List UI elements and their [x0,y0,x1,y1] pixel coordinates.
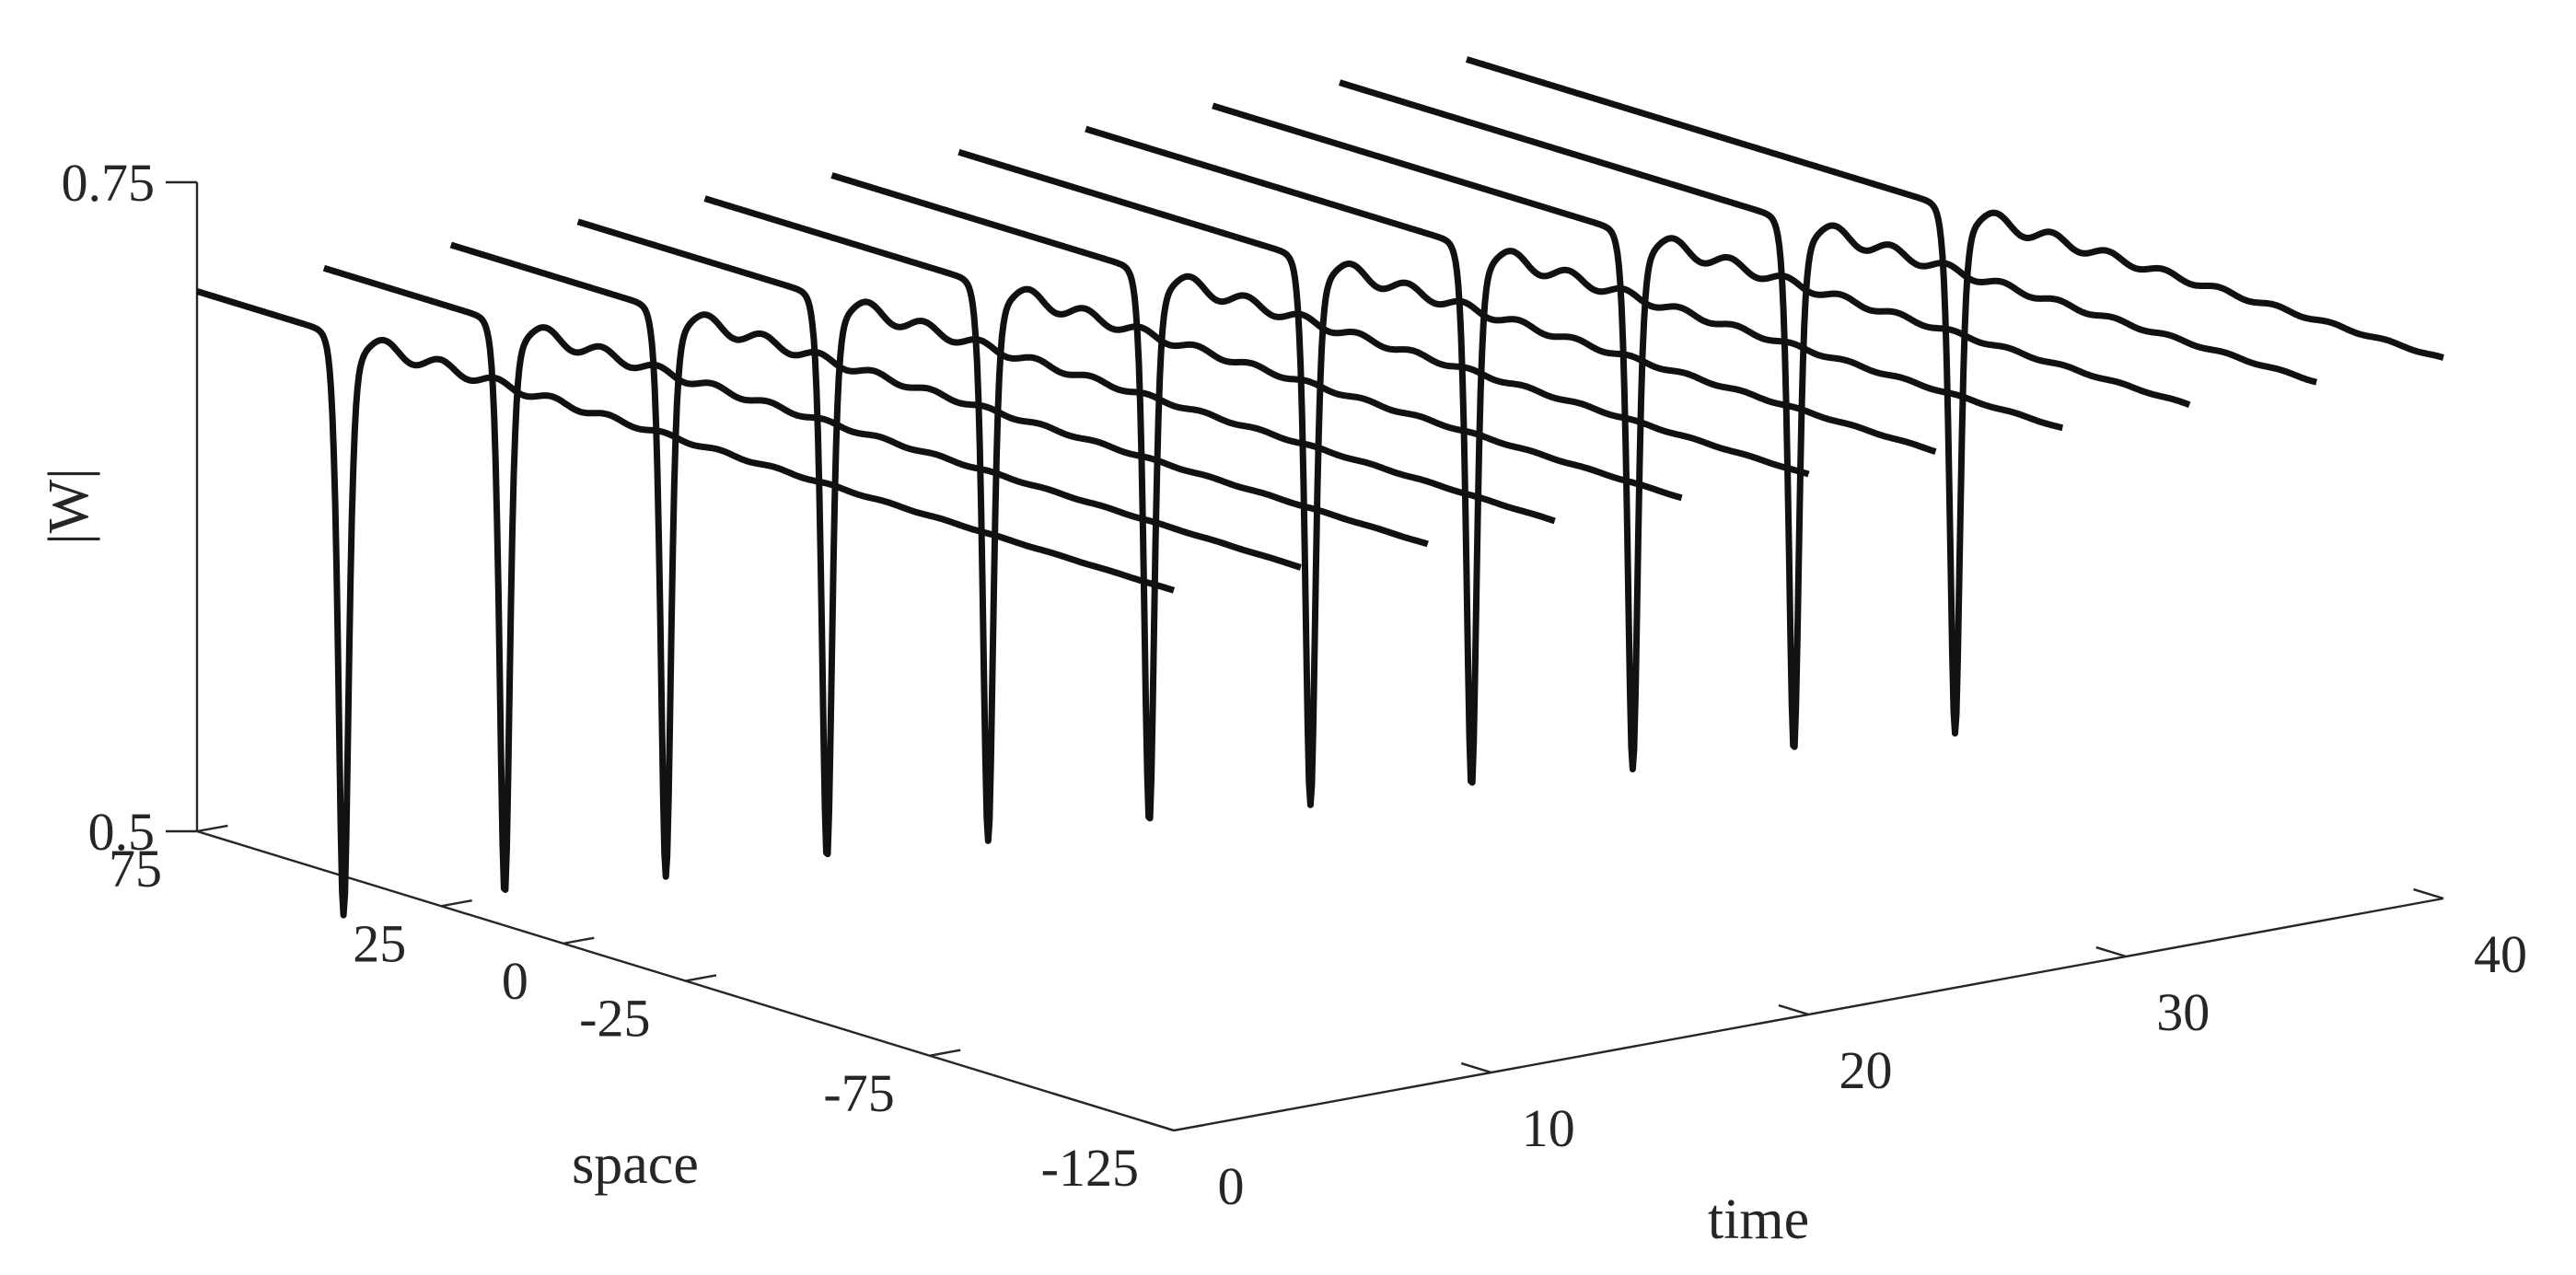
series-line [321,264,1303,893]
z-tick-label: 0.5 [88,802,156,862]
y-tick [1460,1061,1492,1074]
x-tick [685,974,717,982]
y-tick-label: 20 [1839,1040,1893,1100]
series-line [702,195,1684,844]
y-tick-label: 10 [1522,1098,1575,1158]
series-line [195,288,1176,919]
series-line [1211,102,2192,772]
series-line [575,218,1557,858]
axes: 75 25 0 -25 -75 -125 0 10 20 30 40 0.5 0.75 [62,153,2528,1216]
x-tick-label: 25 [353,913,406,973]
x-tick-label: -25 [579,989,650,1049]
series-line [830,172,1811,822]
x-axis-label: space [572,1133,699,1196]
x-tick [196,824,228,833]
axis-labels: space time |W| [38,468,1809,1251]
series-line [448,241,1430,880]
y-tick [1143,1119,1175,1132]
x-tick [563,936,595,945]
x-tick-label: -75 [823,1063,894,1123]
x-tick [929,1049,961,1057]
z-tick-label: 0.75 [62,153,156,213]
series-group [195,56,2445,919]
y-tick-label: 40 [2474,924,2527,984]
series-line [1338,79,2319,750]
series-line [957,148,1938,808]
y-tick-label: 0 [1218,1156,1245,1216]
x-tick-label: -125 [1041,1138,1139,1198]
y-tick [2413,887,2444,900]
x-tick [441,898,472,908]
x-tick-label: 75 [109,839,162,898]
y-tick [2095,945,2127,958]
x-tick-label: 0 [502,951,528,1011]
y-tick-label: 30 [2156,982,2210,1042]
z-axis-label: |W| [38,468,100,544]
series-line [1084,125,2065,786]
series-line [1465,56,2445,737]
y-tick [1778,1003,1809,1016]
y-axis-label: time [1708,1188,1809,1251]
